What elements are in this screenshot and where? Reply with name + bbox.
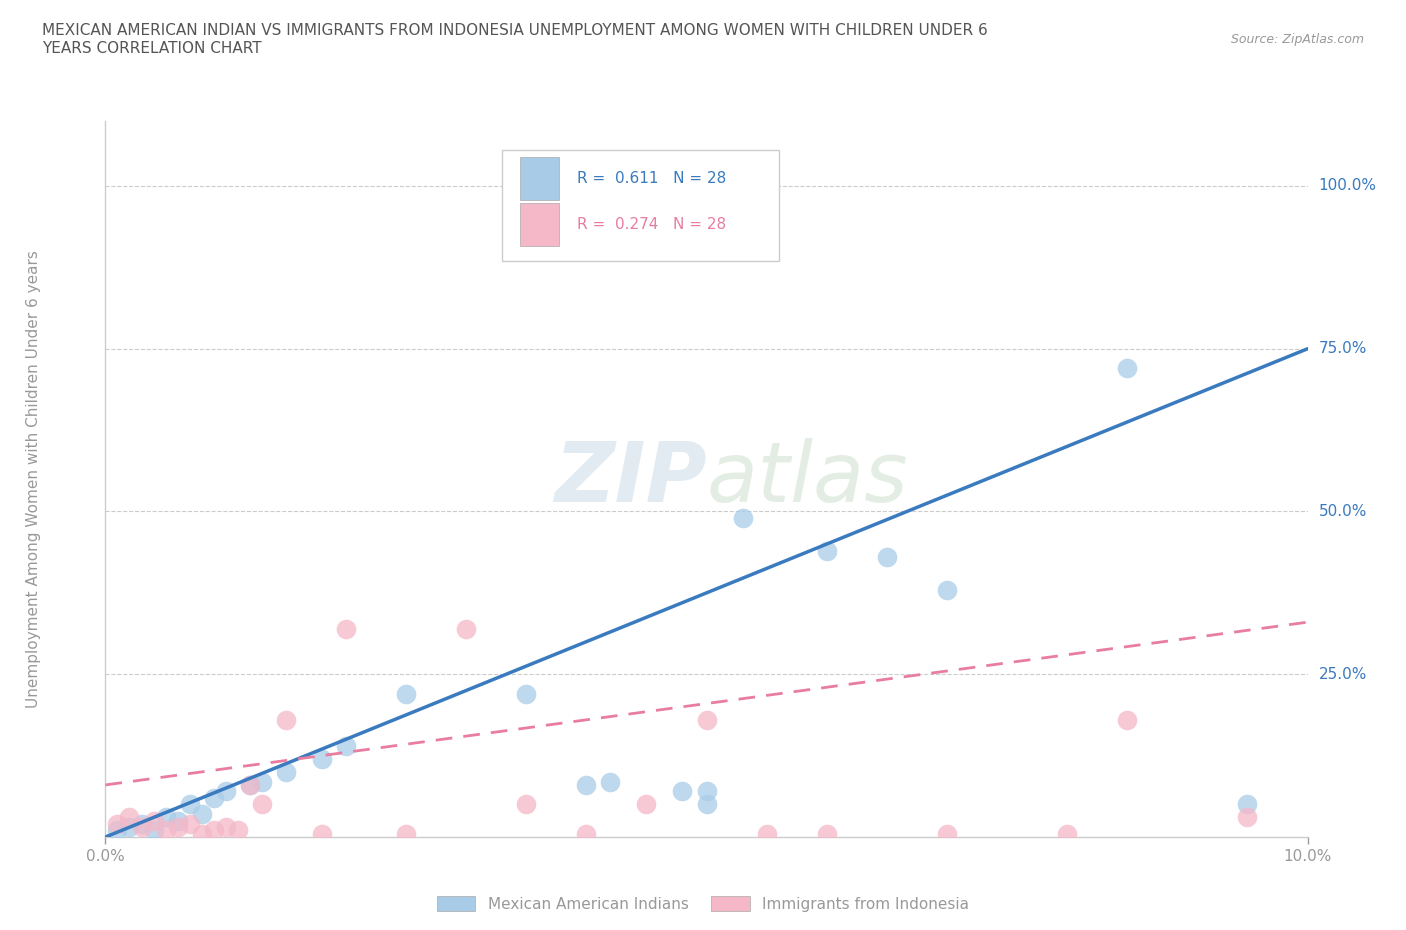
Point	[239, 777, 262, 792]
Point	[179, 817, 201, 831]
Text: Source: ZipAtlas.com: Source: ZipAtlas.com	[1230, 33, 1364, 46]
Point	[815, 827, 838, 841]
Point	[1116, 712, 1139, 727]
Text: 50.0%: 50.0%	[1319, 504, 1367, 519]
Point	[1236, 810, 1258, 825]
Point	[202, 790, 225, 805]
Point	[311, 751, 333, 766]
Point	[515, 797, 537, 812]
Point	[335, 621, 357, 636]
Text: 75.0%: 75.0%	[1319, 341, 1367, 356]
Point	[107, 817, 129, 831]
Point	[1236, 797, 1258, 812]
Point	[1056, 827, 1078, 841]
Text: 100.0%: 100.0%	[1319, 179, 1376, 193]
Point	[311, 827, 333, 841]
Bar	[520, 157, 558, 200]
Point	[335, 738, 357, 753]
Point	[515, 686, 537, 701]
Point	[395, 686, 418, 701]
Point	[166, 813, 188, 829]
Text: ZIP: ZIP	[554, 438, 707, 520]
Point	[250, 774, 273, 789]
Point	[155, 823, 177, 838]
Point	[815, 543, 838, 558]
Point	[190, 806, 212, 822]
Point	[575, 827, 598, 841]
Point	[166, 820, 188, 835]
Point	[131, 817, 153, 831]
Point	[696, 712, 718, 727]
Point	[107, 823, 129, 838]
Point	[1116, 361, 1139, 376]
Point	[131, 820, 153, 835]
Text: Unemployment Among Women with Children Under 6 years: Unemployment Among Women with Children U…	[25, 250, 41, 708]
Point	[456, 621, 478, 636]
Text: atlas: atlas	[707, 438, 908, 520]
Point	[755, 827, 778, 841]
Bar	[520, 204, 558, 246]
Point	[936, 582, 959, 597]
Text: 25.0%: 25.0%	[1319, 667, 1367, 682]
Point	[155, 810, 177, 825]
Point	[142, 823, 165, 838]
Point	[214, 820, 236, 835]
Text: MEXICAN AMERICAN INDIAN VS IMMIGRANTS FROM INDONESIA UNEMPLOYMENT AMONG WOMEN WI: MEXICAN AMERICAN INDIAN VS IMMIGRANTS FR…	[42, 23, 988, 56]
Point	[190, 827, 212, 841]
Point	[599, 774, 621, 789]
Point	[395, 827, 418, 841]
Point	[226, 823, 249, 838]
Point	[239, 777, 262, 792]
Text: R =  0.274   N = 28: R = 0.274 N = 28	[576, 218, 725, 232]
Point	[936, 827, 959, 841]
Point	[636, 797, 658, 812]
Point	[876, 550, 898, 565]
Bar	[502, 150, 779, 260]
Point	[118, 810, 141, 825]
Text: R =  0.611   N = 28: R = 0.611 N = 28	[576, 171, 725, 186]
Point	[671, 784, 693, 799]
Point	[731, 511, 754, 525]
Legend: Mexican American Indians, Immigrants from Indonesia: Mexican American Indians, Immigrants fro…	[432, 889, 974, 918]
Point	[118, 820, 141, 835]
Point	[179, 797, 201, 812]
Point	[274, 764, 297, 779]
Point	[250, 797, 273, 812]
Point	[696, 797, 718, 812]
Point	[214, 784, 236, 799]
Point	[274, 712, 297, 727]
Point	[696, 784, 718, 799]
Point	[202, 823, 225, 838]
Point	[142, 813, 165, 829]
Point	[575, 777, 598, 792]
